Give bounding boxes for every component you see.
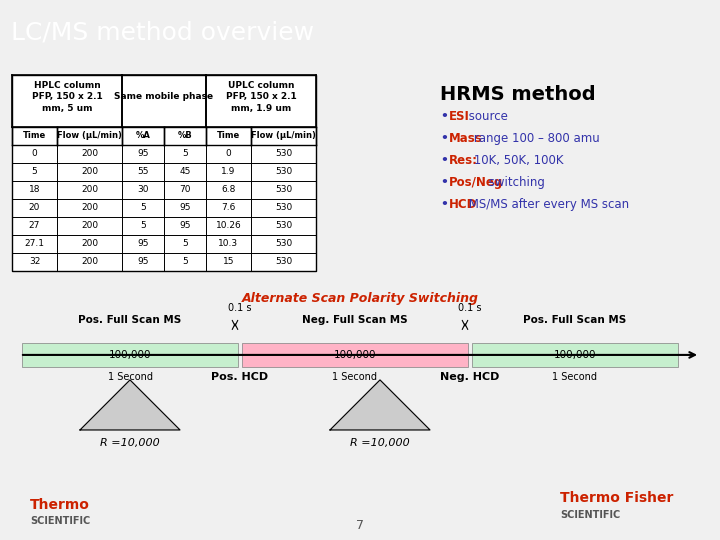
Text: 530: 530 (275, 204, 292, 212)
Text: 95: 95 (179, 221, 191, 231)
Text: 5: 5 (140, 221, 146, 231)
Text: Time: Time (217, 131, 240, 140)
Text: Thermo Fisher: Thermo Fisher (560, 491, 673, 505)
Text: 27: 27 (29, 221, 40, 231)
Text: 95: 95 (138, 258, 149, 266)
Text: Time: Time (23, 131, 46, 140)
Text: 530: 530 (275, 167, 292, 177)
Text: 1 Second: 1 Second (333, 372, 377, 382)
Text: •: • (440, 176, 448, 189)
Polygon shape (330, 380, 430, 430)
Polygon shape (80, 380, 180, 430)
Text: 55: 55 (138, 167, 149, 177)
Text: Mass: Mass (449, 132, 482, 145)
Text: R =10,000: R =10,000 (350, 438, 410, 448)
Text: 1 Second: 1 Second (552, 372, 598, 382)
Text: 200: 200 (81, 221, 98, 231)
Text: ESI: ESI (449, 110, 470, 123)
Text: HRMS method: HRMS method (440, 85, 595, 104)
Text: 530: 530 (275, 185, 292, 194)
Text: 95: 95 (138, 239, 149, 248)
Text: 32: 32 (29, 258, 40, 266)
Text: 5: 5 (182, 258, 188, 266)
Text: 100,000: 100,000 (109, 350, 151, 360)
Text: HPLC column
PFP, 150 x 2.1
mm, 5 um: HPLC column PFP, 150 x 2.1 mm, 5 um (32, 80, 102, 113)
Text: 5: 5 (140, 204, 146, 212)
Text: range 100 – 800 amu: range 100 – 800 amu (470, 132, 600, 145)
Text: switching: switching (485, 176, 545, 189)
Bar (242, 343, 468, 367)
Text: MS/MS after every MS scan: MS/MS after every MS scan (464, 198, 629, 211)
Text: Flow (μL/min): Flow (μL/min) (251, 131, 316, 140)
Text: 200: 200 (81, 150, 98, 158)
Text: 70: 70 (179, 185, 191, 194)
Text: •: • (440, 110, 448, 123)
Text: SCIENTIFIC: SCIENTIFIC (560, 510, 620, 520)
Text: Neg. Full Scan MS: Neg. Full Scan MS (302, 315, 408, 325)
Text: 530: 530 (275, 221, 292, 231)
Text: 0.1 s: 0.1 s (228, 303, 252, 313)
Bar (472, 343, 678, 367)
Text: Same mobile phase: Same mobile phase (114, 92, 214, 102)
Text: 0: 0 (32, 150, 37, 158)
Text: HCD: HCD (449, 198, 477, 211)
Text: 1 Second: 1 Second (107, 372, 153, 382)
Text: 20: 20 (29, 204, 40, 212)
Text: 530: 530 (275, 150, 292, 158)
Text: 10.26: 10.26 (215, 221, 241, 231)
Text: Flow (μL/min): Flow (μL/min) (57, 131, 122, 140)
Text: 27.1: 27.1 (24, 239, 45, 248)
Text: LC/MS method overview: LC/MS method overview (11, 21, 314, 44)
Text: UPLC column
PFP, 150 x 2.1
mm, 1.9 um: UPLC column PFP, 150 x 2.1 mm, 1.9 um (225, 80, 297, 113)
Text: 200: 200 (81, 258, 98, 266)
Text: •: • (440, 154, 448, 167)
Text: Pos. Full Scan MS: Pos. Full Scan MS (78, 315, 181, 325)
Text: 5: 5 (182, 239, 188, 248)
Text: 30: 30 (138, 185, 149, 194)
Text: 6.8: 6.8 (221, 185, 235, 194)
Text: source: source (464, 110, 508, 123)
Text: •: • (440, 198, 448, 211)
Text: 200: 200 (81, 204, 98, 212)
Text: Neg. HCD: Neg. HCD (441, 372, 500, 382)
Text: 100,000: 100,000 (334, 350, 377, 360)
Text: Pos/Neg: Pos/Neg (449, 176, 503, 189)
Text: 530: 530 (275, 258, 292, 266)
Text: 7.6: 7.6 (221, 204, 235, 212)
Text: %B: %B (178, 131, 192, 140)
Text: R =10,000: R =10,000 (100, 438, 160, 448)
Bar (22, 343, 238, 367)
Text: 5: 5 (32, 167, 37, 177)
Text: 200: 200 (81, 185, 98, 194)
Text: SCIENTIFIC: SCIENTIFIC (30, 516, 90, 526)
Text: Thermo: Thermo (30, 498, 90, 512)
Text: 7: 7 (356, 519, 364, 532)
Text: 18: 18 (29, 185, 40, 194)
Text: 530: 530 (275, 239, 292, 248)
Text: 100,000: 100,000 (554, 350, 596, 360)
Bar (12, 75, 316, 271)
Text: 95: 95 (179, 204, 191, 212)
Text: 5: 5 (182, 150, 188, 158)
Text: 15: 15 (222, 258, 234, 266)
Text: 10K, 50K, 100K: 10K, 50K, 100K (470, 154, 563, 167)
Text: 200: 200 (81, 239, 98, 248)
Text: %A: %A (135, 131, 150, 140)
Text: 1.9: 1.9 (221, 167, 235, 177)
Text: Pos. HCD: Pos. HCD (212, 372, 269, 382)
Text: 45: 45 (179, 167, 191, 177)
Text: Pos. Full Scan MS: Pos. Full Scan MS (523, 315, 626, 325)
Text: 0.1 s: 0.1 s (458, 303, 482, 313)
Text: 95: 95 (138, 150, 149, 158)
Text: 200: 200 (81, 167, 98, 177)
Text: Res:: Res: (449, 154, 478, 167)
Text: Alternate Scan Polarity Switching: Alternate Scan Polarity Switching (241, 292, 479, 305)
Text: 10.3: 10.3 (218, 239, 238, 248)
Text: •: • (440, 132, 448, 145)
Text: 0: 0 (225, 150, 231, 158)
